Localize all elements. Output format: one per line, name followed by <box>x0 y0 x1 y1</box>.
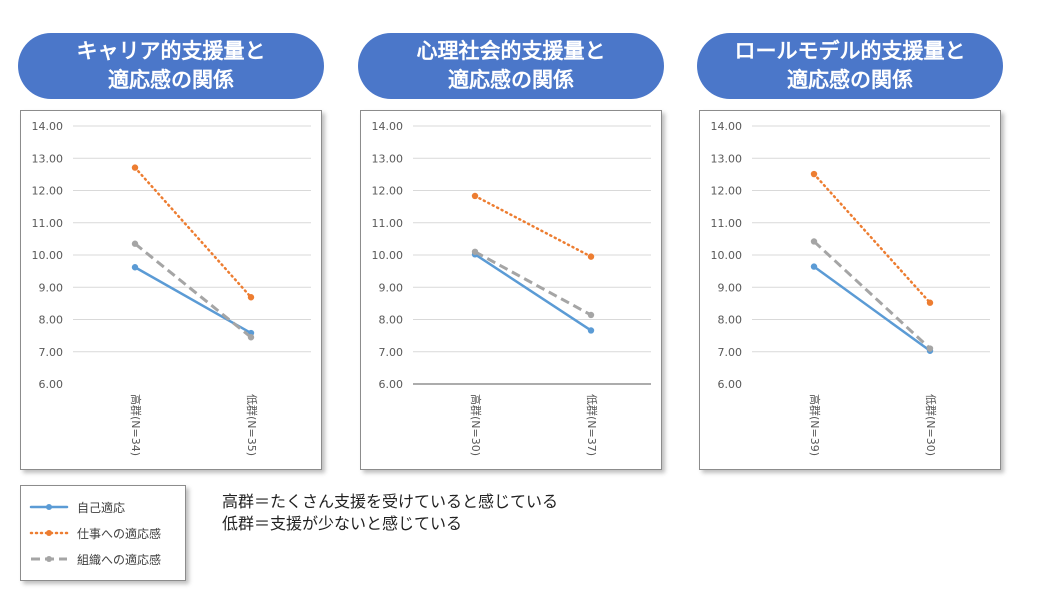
y-tick-label: 13.00 <box>372 152 404 165</box>
chart-title-line1: 心理社会的支援量と <box>416 39 606 63</box>
y-tick-label: 10.00 <box>372 249 404 262</box>
series-org <box>471 248 595 319</box>
series-line <box>134 242 252 339</box>
y-tick-label: 10.00 <box>711 249 743 262</box>
series-line <box>812 240 932 350</box>
data-point <box>131 240 139 247</box>
data-point <box>587 311 595 319</box>
x-tick-label: 高群(N=34) <box>129 394 143 456</box>
y-tick-label: 7.00 <box>39 346 64 359</box>
y-tick-label: 14.00 <box>372 120 404 133</box>
y-tick-label: 12.00 <box>711 185 743 198</box>
data-point <box>926 299 934 306</box>
legend-swatch-dashed <box>31 556 67 562</box>
data-point <box>810 263 818 270</box>
data-point <box>471 192 479 200</box>
data-point <box>471 248 479 255</box>
y-tick-label: 6.00 <box>39 378 64 391</box>
plot-area: 14.00 13.00 12.00 11.00 10.00 9.00 8.00 7.00 6.0… <box>360 110 662 470</box>
chart-title: キャリア的支援量と 適応感の関係 <box>18 33 324 99</box>
series-line <box>474 250 592 317</box>
data-point <box>926 345 934 352</box>
gridlines <box>73 125 311 353</box>
chart-panel-career: キャリア的支援量と 適応感の関係 14.00 13.00 12.00 11.00 10.… <box>18 0 338 480</box>
series-self <box>810 263 934 354</box>
y-tick-label: 14.00 <box>32 120 64 133</box>
y-tick-label: 8.00 <box>718 314 743 327</box>
legend-label: 組織への適応感 <box>77 552 162 567</box>
y-tick-label: 9.00 <box>39 281 64 294</box>
legend-label: 仕事への適応感 <box>77 526 162 541</box>
chart-title-line2: 適応感の関係 <box>108 68 234 92</box>
y-tick-label: 9.00 <box>718 281 743 294</box>
legend-item-work: 仕事への適応感 <box>29 522 161 544</box>
y-tick-label: 6.00 <box>718 378 743 391</box>
series-line <box>812 172 932 304</box>
series-line <box>133 266 253 335</box>
chart-panel-psychosocial: 心理社会的支援量と 適応感の関係 14.00 13.00 12.00 11.00 10.… <box>358 0 678 480</box>
series-org <box>131 240 255 341</box>
y-tick-label: 11.00 <box>32 217 64 230</box>
y-tick-label: 13.00 <box>32 152 64 165</box>
legend-label: 自己適応 <box>77 500 126 515</box>
legend-item-org: 組織への適応感 <box>29 548 161 570</box>
chart-title: ロールモデル的支援量と 適応感の関係 <box>697 33 1003 99</box>
series-line <box>473 253 593 332</box>
x-tick-label: 高群(N=30) <box>469 394 483 456</box>
series-self <box>471 251 595 334</box>
plot-area: 14.00 13.00 12.00 11.00 10.00 9.00 8.00 7.00 6.0… <box>699 110 1001 470</box>
y-tick-label: 12.00 <box>32 185 64 198</box>
y-tick-label: 8.00 <box>379 314 404 327</box>
data-point <box>131 264 139 271</box>
series-line <box>473 194 593 258</box>
series-work <box>471 192 595 260</box>
group-definition-note: 高群＝たくさん支援を受けていると感じている 低群＝支援が少ないと感じている <box>222 491 558 535</box>
y-tick-label: 11.00 <box>372 217 404 230</box>
gridlines <box>413 125 651 385</box>
x-tick-label: 低群(N=37) <box>585 394 599 456</box>
chart-title-line2: 適応感の関係 <box>448 68 574 92</box>
y-tick-label: 7.00 <box>379 346 404 359</box>
chart-title-line1: ロールモデル的支援量と <box>734 39 966 63</box>
gridlines <box>752 125 990 353</box>
data-point <box>810 238 818 245</box>
y-tick-label: 11.00 <box>711 217 743 230</box>
series-line <box>133 166 253 299</box>
series-line <box>812 265 932 353</box>
y-tick-label: 13.00 <box>711 152 743 165</box>
y-tick-label: 14.00 <box>711 120 743 133</box>
y-tick-label: 7.00 <box>718 346 743 359</box>
x-tick-label: 低群(N=30) <box>924 394 938 456</box>
legend-swatch-solid <box>29 504 69 510</box>
y-tick-label: 8.00 <box>39 314 64 327</box>
line-chart: 14.00 13.00 12.00 11.00 10.00 9.00 8.00 7.00 6.0… <box>711 120 990 456</box>
y-tick-label: 9.00 <box>379 281 404 294</box>
note-high-group: 高群＝たくさん支援を受けていると感じている <box>222 492 559 511</box>
legend-item-self: 自己適応 <box>29 496 125 518</box>
data-point <box>247 334 255 341</box>
data-point <box>810 170 818 178</box>
legend-swatch-dotted <box>29 530 69 536</box>
note-low-group: 低群＝支援が少ないと感じている <box>222 514 463 533</box>
chart-title-line1: キャリア的支援量と <box>76 39 266 63</box>
x-tick-label: 低群(N=35) <box>245 394 259 456</box>
legend: 自己適応 仕事への適応感 組織への適応感 <box>20 485 186 581</box>
y-tick-label: 6.00 <box>379 378 404 391</box>
series-org <box>810 238 934 352</box>
chart-title-line2: 適応感の関係 <box>787 68 913 92</box>
series-work <box>131 164 255 301</box>
plot-area: 14.00 13.00 12.00 11.00 10.00 9.00 8.00 7.00 6.0… <box>20 110 322 470</box>
data-point <box>131 164 139 171</box>
data-point <box>587 253 595 260</box>
data-point <box>247 294 255 301</box>
x-tick-label: 高群(N=39) <box>808 394 822 456</box>
line-chart: 14.00 13.00 12.00 11.00 10.00 9.00 8.00 7.00 6.0… <box>372 120 651 456</box>
data-point <box>587 327 595 334</box>
line-chart: 14.00 13.00 12.00 11.00 10.00 9.00 8.00 7.00 6.0… <box>32 120 311 456</box>
chart-title: 心理社会的支援量と 適応感の関係 <box>358 33 664 99</box>
y-tick-label: 12.00 <box>372 185 404 198</box>
chart-panel-rolemodel: ロールモデル的支援量と 適応感の関係 14.00 13.00 12.00 11.00 1… <box>697 0 1017 480</box>
series-work <box>810 170 934 306</box>
y-tick-label: 10.00 <box>32 249 64 262</box>
